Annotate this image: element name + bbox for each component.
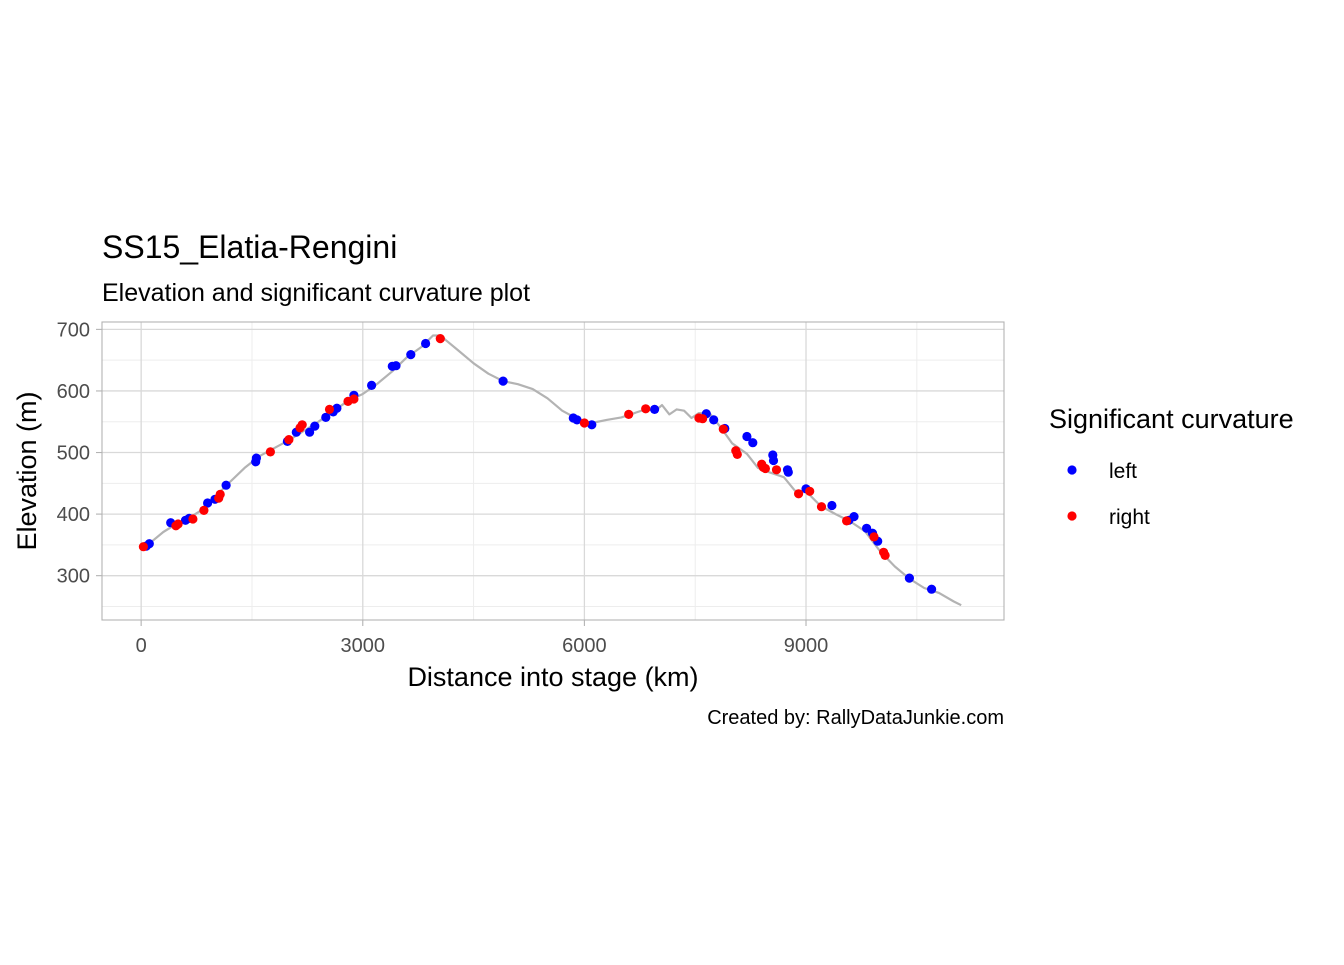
point-right (794, 489, 804, 499)
point-right (199, 505, 209, 515)
point-left (572, 415, 582, 425)
point-left (406, 350, 416, 360)
point-left (650, 404, 660, 414)
point-right (698, 414, 708, 424)
point-right (284, 435, 294, 445)
point-right (805, 486, 815, 496)
x-axis-label: Distance into stage (km) (407, 662, 698, 692)
legend-label-right: right (1109, 506, 1150, 529)
legend-items: left right (1067, 460, 1150, 529)
point-right (324, 404, 335, 414)
point-left (748, 438, 758, 448)
x-tick-label: 3000 (341, 635, 386, 657)
x-axis: 0 3000 6000 9000 (136, 620, 829, 657)
point-left (768, 455, 779, 466)
point-left (367, 380, 377, 390)
curvature-points (138, 334, 937, 594)
caption: Created by: RallyDataJunkie.com (707, 707, 1004, 729)
minor-gridlines (102, 322, 1004, 620)
point-right (624, 409, 634, 419)
panel-border (101, 321, 1005, 621)
point-left (783, 467, 793, 477)
point-right (173, 519, 183, 529)
chart-subtitle: Elevation and significant curvature plot (102, 279, 530, 307)
legend-title: Significant curvature (1049, 404, 1294, 434)
point-left (927, 584, 937, 594)
x-tick-label: 0 (136, 635, 147, 657)
point-right (188, 514, 198, 524)
point-left (203, 498, 213, 508)
point-right (435, 334, 445, 344)
legend: Significant curvature left right (1049, 404, 1294, 529)
point-left (849, 511, 859, 522)
point-right (215, 489, 225, 499)
point-left (251, 453, 261, 463)
y-tick-label: 300 (57, 566, 90, 588)
point-right (265, 447, 275, 457)
point-right (718, 424, 728, 434)
point-right (297, 420, 307, 430)
point-left (587, 420, 597, 430)
y-axis: 300 400 500 600 700 (57, 319, 102, 588)
point-left (709, 415, 719, 425)
y-tick-label: 400 (57, 504, 90, 526)
point-left (305, 427, 315, 437)
point-right (869, 532, 879, 542)
y-tick-label: 700 (57, 319, 90, 341)
point-right (842, 516, 852, 526)
legend-key-left (1067, 465, 1077, 475)
legend-label-left: left (1109, 460, 1137, 483)
point-left (310, 421, 320, 431)
point-right (138, 542, 148, 552)
point-right (349, 394, 359, 404)
legend-key-right (1067, 511, 1077, 521)
x-tick-label: 9000 (784, 635, 829, 657)
point-left (742, 431, 752, 442)
point-left (421, 338, 431, 349)
point-left (904, 573, 915, 583)
point-right (579, 418, 590, 428)
x-tick-label: 6000 (562, 635, 607, 657)
point-right (732, 449, 742, 459)
y-tick-label: 600 (57, 381, 90, 403)
point-right (816, 502, 827, 512)
point-left (498, 376, 508, 386)
point-left (332, 403, 342, 413)
point-right (760, 463, 771, 474)
y-axis-label: Elevation (m) (12, 391, 42, 550)
point-left (827, 500, 837, 511)
point-right (771, 465, 782, 475)
point-left (391, 361, 401, 371)
point-left (221, 480, 231, 490)
point-right (641, 404, 651, 414)
y-tick-label: 500 (57, 443, 90, 465)
chart-title: SS15_Elatia-Rengini (102, 229, 397, 265)
point-right (880, 550, 890, 561)
plot-panel (101, 321, 1005, 621)
point-left (321, 412, 331, 422)
